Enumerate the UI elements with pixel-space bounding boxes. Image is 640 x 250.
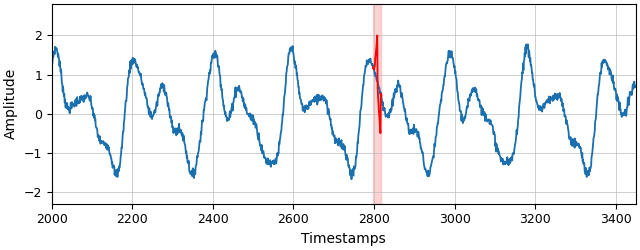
Y-axis label: Amplitude: Amplitude: [4, 68, 18, 140]
Bar: [373, 4, 381, 203]
X-axis label: Timestamps: Timestamps: [301, 232, 386, 246]
